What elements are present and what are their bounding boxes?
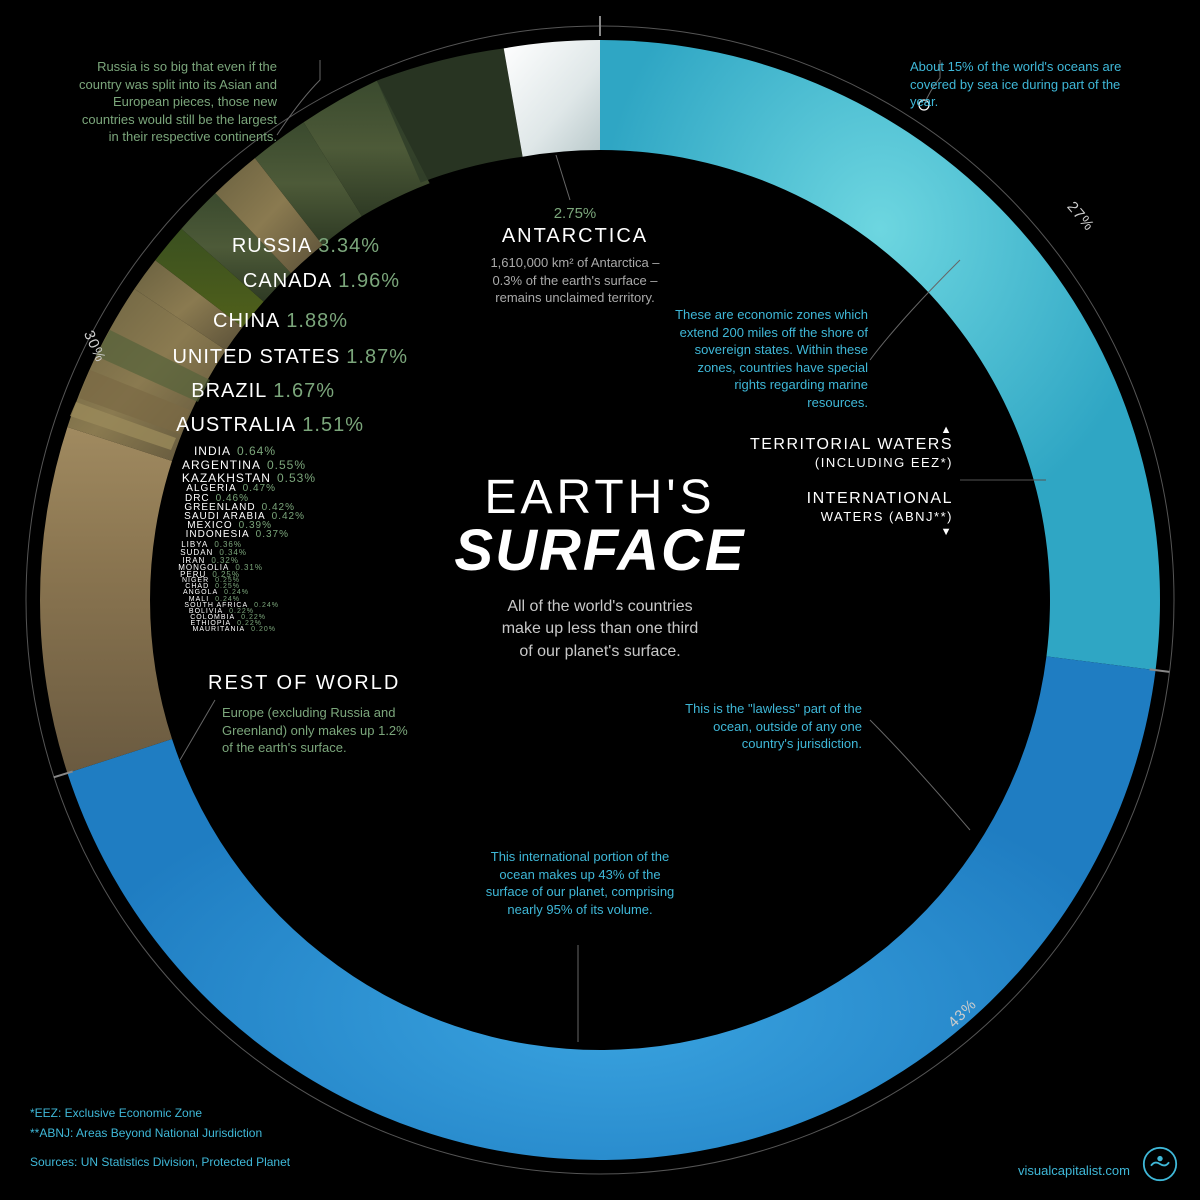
country-pct: 0.53% — [277, 471, 316, 485]
country-name: ANGOLA — [183, 589, 218, 596]
country-name: AUSTRALIA — [176, 414, 296, 436]
territorial-waters-label: ▲ TERRITORIAL WATERS (INCLUDING EEZ*) — [750, 424, 953, 472]
country-pct: 0.42% — [272, 511, 305, 522]
country-pct: 1.67% — [273, 380, 335, 402]
ann-lawless: This is the "lawless" part of the ocean,… — [672, 700, 862, 753]
international-waters-label: INTERNATIONAL WATERS (ABNJ**) ▼ — [807, 490, 953, 538]
country-pct: 1.51% — [302, 414, 364, 436]
footnote-sources: Sources: UN Statistics Division, Protect… — [30, 1153, 290, 1172]
country-row: INDIA 0.64% — [194, 444, 276, 458]
country-name: INDONESIA — [186, 529, 250, 540]
country-name: RUSSIA — [232, 235, 312, 257]
country-pct: 0.37% — [256, 529, 289, 540]
antarctica-callout: 2.75% ANTARCTICA 1,610,000 km² of Antarc… — [485, 205, 665, 307]
country-row: UNITED STATES 1.87% — [172, 346, 408, 369]
subtitle: All of the world's countriesmake up less… — [0, 596, 1200, 663]
rest-of-world-label: REST OF WORLD — [208, 672, 400, 695]
country-pct: 0.64% — [237, 444, 276, 458]
country-row: MAURITANIA 0.20% — [192, 626, 276, 633]
country-pct: 1.88% — [286, 310, 348, 332]
country-pct: 0.55% — [267, 458, 306, 472]
country-name: INDIA — [194, 444, 231, 458]
country-row: BRAZIL 1.67% — [191, 380, 335, 403]
country-name: MAURITANIA — [192, 626, 245, 633]
country-name: CHINA — [213, 310, 280, 332]
country-row: INDONESIA 0.37% — [186, 529, 289, 540]
footnotes: *EEZ: Exclusive Economic Zone **ABNJ: Ar… — [30, 1104, 290, 1172]
country-pct: 3.34% — [318, 235, 380, 257]
country-row: CHINA 1.88% — [213, 310, 348, 333]
ann-seaice: About 15% of the world's oceans are cove… — [910, 58, 1135, 111]
ann-russia: Russia is so big that even if the countr… — [72, 58, 277, 146]
ann-eez: These are economic zones which extend 20… — [672, 306, 868, 411]
footnote-eez: *EEZ: Exclusive Economic Zone — [30, 1104, 290, 1123]
country-name: CANADA — [243, 270, 332, 292]
ann-europe: Europe (excluding Russia and Greenland) … — [222, 704, 412, 757]
country-name: BRAZIL — [191, 380, 267, 402]
country-row: AUSTRALIA 1.51% — [176, 414, 364, 437]
country-row: CANADA 1.96% — [243, 270, 400, 293]
country-name: ARGENTINA — [182, 458, 261, 472]
country-pct: 0.20% — [251, 626, 276, 633]
country-pct: 0.24% — [224, 589, 249, 596]
country-pct: 1.96% — [338, 270, 400, 292]
antarctica-name: ANTARCTICA — [485, 225, 665, 248]
credit: visualcapitalist.com — [1018, 1163, 1130, 1178]
country-pct: 1.87% — [346, 346, 408, 368]
footnote-abnj: **ABNJ: Areas Beyond National Jurisdicti… — [30, 1124, 290, 1143]
country-pct: 0.24% — [254, 602, 279, 609]
country-name: UNITED STATES — [172, 346, 340, 368]
country-row: ANGOLA 0.24% — [183, 589, 249, 596]
country-row: RUSSIA 3.34% — [232, 235, 380, 258]
country-row: ARGENTINA 0.55% — [182, 458, 306, 472]
ann-intlportion: This international portion of the ocean … — [480, 848, 680, 918]
antarctica-pct: 2.75% — [485, 205, 665, 222]
antarctica-desc: 1,610,000 km² of Antarctica – 0.3% of th… — [485, 254, 665, 307]
logo-icon — [1142, 1146, 1178, 1182]
